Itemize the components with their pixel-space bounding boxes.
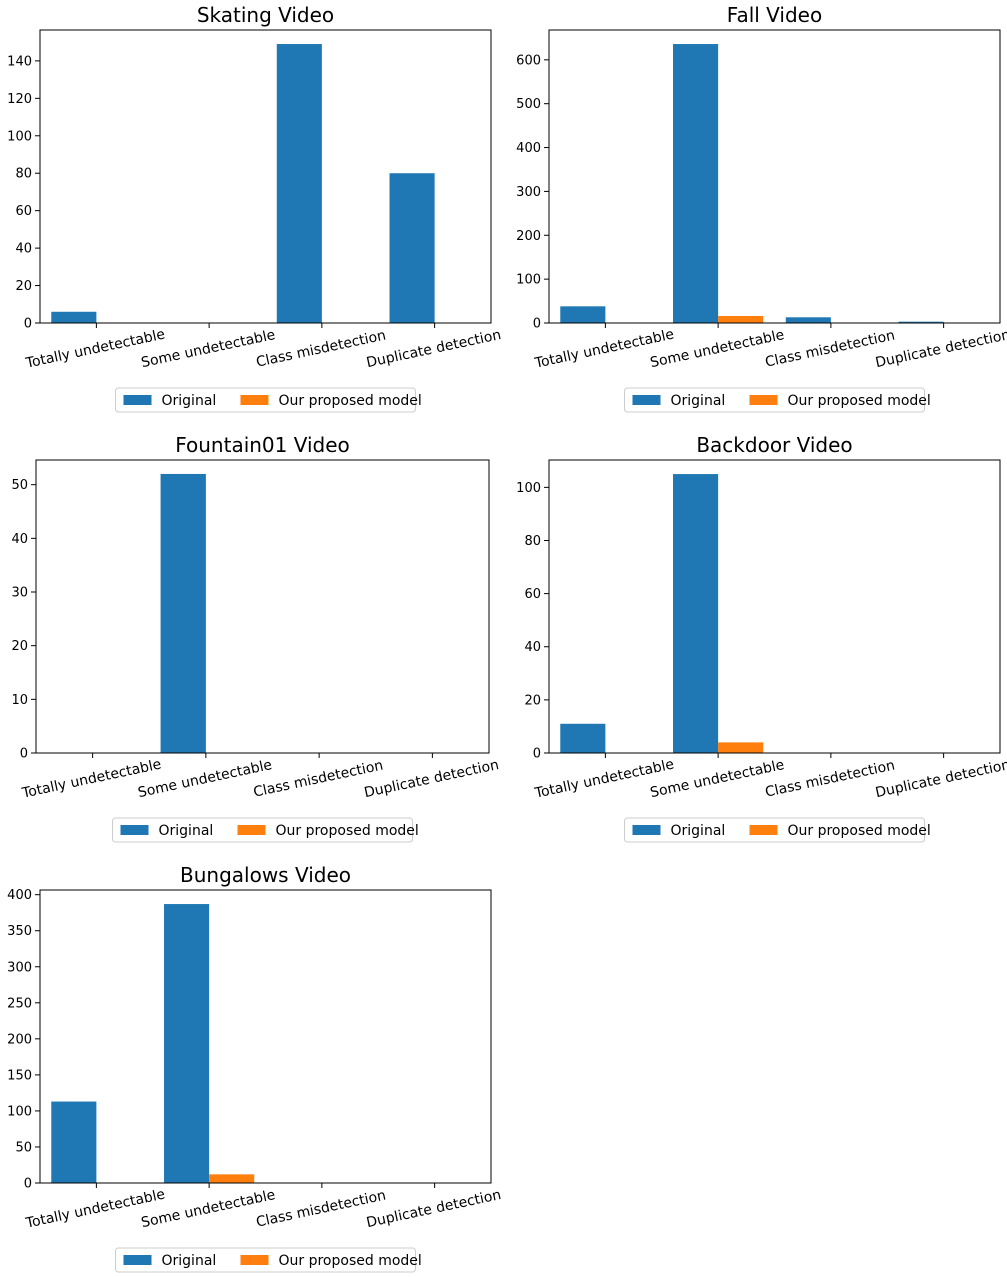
- chart-title: Fall Video: [727, 3, 822, 27]
- y-tick-label: 600: [516, 53, 541, 68]
- y-tick-label: 400: [516, 141, 541, 156]
- legend-swatch-original: [120, 825, 149, 835]
- y-tick-label: 40: [524, 640, 541, 655]
- legend-label-original: Original: [159, 823, 214, 839]
- y-tick-label: 300: [516, 185, 541, 200]
- y-tick-label: 100: [7, 1104, 32, 1119]
- y-tick-label: 80: [15, 167, 32, 182]
- chart-title: Backdoor Video: [696, 433, 852, 457]
- legend-label-proposed: Our proposed model: [279, 393, 422, 409]
- y-tick-label: 350: [7, 924, 32, 939]
- plot-frame: [548, 459, 1001, 754]
- legend-label-proposed: Our proposed model: [276, 823, 419, 839]
- y-tick-label: 0: [24, 1177, 32, 1192]
- legend-swatch-original: [632, 825, 661, 835]
- bar-proposed-2: [209, 1174, 255, 1183]
- y-tick-label: 80: [524, 534, 541, 549]
- y-tick-label: 10: [11, 693, 28, 708]
- x-tick-label: Duplicate detection: [365, 327, 503, 371]
- plot-frame: [35, 459, 490, 754]
- y-tick-label: 60: [524, 587, 541, 602]
- legend-swatch-original: [123, 395, 152, 405]
- y-tick-label: 20: [15, 279, 32, 294]
- legend-swatch-proposed: [240, 1255, 269, 1265]
- y-tick-label: 40: [15, 242, 32, 257]
- y-tick-label: 20: [11, 639, 28, 654]
- legend: Original Our proposed model: [624, 387, 931, 413]
- y-tick-label: 100: [516, 481, 541, 496]
- legend-swatch-proposed: [240, 395, 269, 405]
- y-tick-label: 250: [7, 996, 32, 1011]
- bar-original-4: [389, 173, 435, 323]
- y-tick-label: 20: [524, 693, 541, 708]
- bar-original-1: [560, 723, 606, 753]
- bar-original-2: [673, 474, 719, 753]
- bar-original-1: [51, 311, 97, 323]
- y-tick-label: 120: [7, 92, 32, 107]
- y-tick-label: 500: [516, 97, 541, 112]
- y-tick-label: 60: [15, 204, 32, 219]
- chart-title: Fountain01 Video: [175, 433, 350, 457]
- bar-original-1: [51, 1101, 97, 1183]
- legend-swatch-proposed: [749, 395, 778, 405]
- y-tick-label: 0: [533, 317, 541, 332]
- y-tick-label: 50: [15, 1140, 32, 1155]
- y-tick-label: 150: [7, 1068, 32, 1083]
- legend-label-original: Original: [162, 393, 217, 409]
- bar-original-1: [560, 306, 606, 323]
- legend-label-original: Original: [162, 1253, 217, 1269]
- y-tick-label: 0: [24, 317, 32, 332]
- y-tick-label: 140: [7, 54, 32, 69]
- plot-frame: [39, 29, 492, 324]
- legend: Original Our proposed model: [115, 1247, 422, 1273]
- chart-panel-5: Bungalows Video050100150200250300350400T…: [7, 863, 503, 1273]
- plot-frame: [548, 29, 1001, 324]
- y-tick-label: 100: [516, 273, 541, 288]
- bar-original-2: [160, 473, 206, 753]
- legend-swatch-proposed: [237, 825, 266, 835]
- y-tick-label: 0: [20, 747, 28, 762]
- bar-original-2: [673, 44, 719, 324]
- legend-label-proposed: Our proposed model: [788, 823, 931, 839]
- y-tick-label: 40: [11, 532, 28, 547]
- y-tick-label: 300: [7, 960, 32, 975]
- legend: Original Our proposed model: [112, 817, 419, 843]
- plot-frame: [39, 889, 492, 1184]
- y-tick-label: 200: [7, 1032, 32, 1047]
- legend-label-proposed: Our proposed model: [788, 393, 931, 409]
- x-tick-label: Duplicate detection: [363, 757, 501, 801]
- bar-proposed-2: [718, 742, 764, 753]
- legend-swatch-original: [123, 1255, 152, 1265]
- y-tick-label: 50: [11, 478, 28, 493]
- bar-original-2: [164, 904, 210, 1183]
- bar-proposed-2: [718, 315, 764, 323]
- chart-title: Skating Video: [197, 3, 334, 27]
- legend: Original Our proposed model: [115, 387, 422, 413]
- legend-label-proposed: Our proposed model: [279, 1253, 422, 1269]
- legend-swatch-original: [632, 395, 661, 405]
- chart-title: Bungalows Video: [180, 863, 351, 887]
- y-tick-label: 200: [516, 229, 541, 244]
- y-tick-label: 0: [533, 747, 541, 762]
- y-tick-label: 400: [7, 888, 32, 903]
- y-tick-label: 30: [11, 586, 28, 601]
- bar-original-3: [785, 317, 831, 323]
- legend-swatch-proposed: [749, 825, 778, 835]
- legend-label-original: Original: [671, 393, 726, 409]
- legend-label-original: Original: [671, 823, 726, 839]
- x-tick-label: Duplicate detection: [365, 1187, 503, 1231]
- bar-original-3: [276, 44, 322, 323]
- y-tick-label: 100: [7, 129, 32, 144]
- bar-original-4: [898, 321, 944, 323]
- legend: Original Our proposed model: [624, 817, 931, 843]
